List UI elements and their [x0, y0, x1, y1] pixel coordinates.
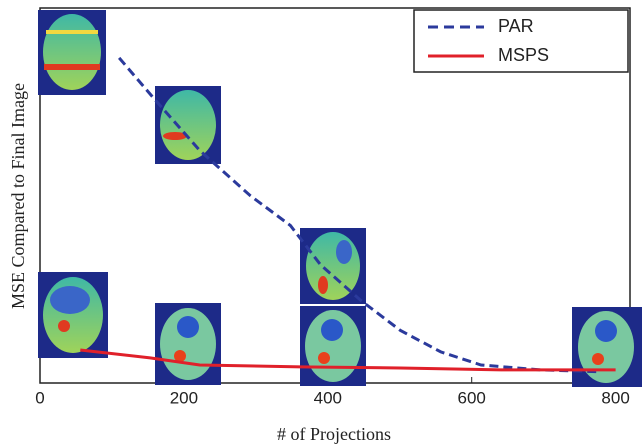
- inset: [300, 306, 366, 386]
- y-axis-label: MSE Compared to Final Image: [8, 83, 28, 309]
- inset: [572, 307, 642, 387]
- inset: [300, 228, 366, 304]
- line-series: [118, 56, 602, 374]
- inset: [38, 272, 108, 358]
- legend-box: [413, 9, 629, 73]
- line-series: [80, 348, 616, 372]
- legend-label: PAR: [498, 16, 534, 36]
- x-tick-label: 800: [601, 388, 629, 407]
- legend: PAR MSPS: [413, 9, 629, 73]
- inset-images: [38, 10, 642, 387]
- x-axis-label: # of Projections: [277, 424, 391, 444]
- inset: [155, 86, 221, 164]
- legend-label: MSPS: [498, 45, 549, 65]
- lines: [80, 56, 616, 374]
- inset: [155, 303, 221, 385]
- inset: [38, 10, 106, 95]
- x-tick-label: 600: [458, 388, 486, 407]
- x-tick-label: 200: [170, 388, 198, 407]
- x-tick-label: 0: [35, 388, 44, 407]
- x-tick-label: 400: [314, 388, 342, 407]
